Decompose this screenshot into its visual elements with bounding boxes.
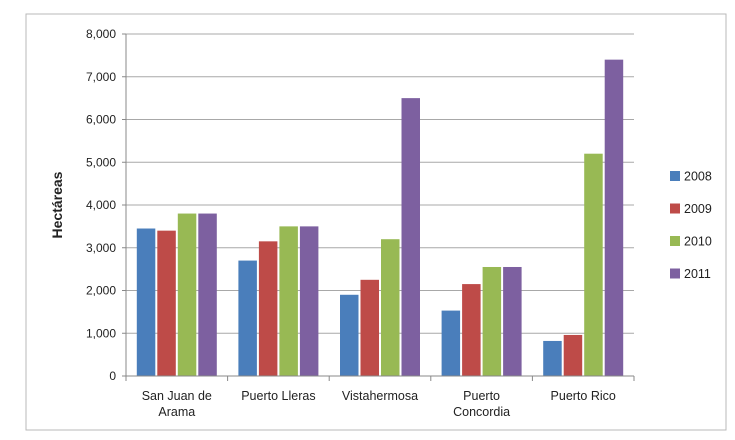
bars (136, 59, 624, 377)
axes (122, 33, 635, 381)
y-tick-label: 8,000 (86, 27, 116, 41)
bar (401, 98, 420, 376)
bar (584, 153, 603, 376)
legend-swatch (670, 236, 680, 246)
legend-swatch (670, 171, 680, 181)
legend-swatch (670, 268, 680, 279)
x-tick-label: Concordia (453, 405, 510, 419)
y-tick-label: 5,000 (86, 155, 116, 169)
bar (381, 239, 400, 376)
y-tick-label: 6,000 (86, 113, 116, 127)
legend-label: 2010 (684, 235, 712, 249)
x-tick-label: Puerto Lleras (241, 389, 315, 403)
bar (198, 213, 217, 376)
bar (604, 59, 624, 377)
y-tick-label: 1,000 (86, 326, 116, 340)
bar (136, 228, 156, 376)
y-tick-label: 7,000 (86, 70, 116, 84)
y-tick-labels: 0 1,000 2,000 3,000 4,000 5,000 6,000 7,000 8,00… (86, 27, 116, 383)
bar (157, 230, 176, 376)
bar (299, 226, 319, 376)
bar (482, 266, 502, 376)
bar (563, 334, 583, 376)
x-tick-label: San Juan de (142, 389, 212, 403)
x-tick-label: Puerto (463, 389, 500, 403)
y-tick-label: 4,000 (86, 198, 116, 212)
bar (503, 266, 522, 376)
bar (340, 294, 359, 376)
x-tick-labels: San Juan de Arama Puerto Lleras Vistahermos… (142, 389, 616, 419)
bar (258, 241, 278, 376)
bar (177, 213, 197, 376)
x-tick-label: Vistahermosa (342, 389, 418, 403)
bar (360, 279, 379, 376)
legend-label: 2009 (684, 202, 712, 216)
bar (462, 284, 481, 376)
x-tick-label: Arama (158, 405, 195, 419)
y-axis-label: Hectáreas (49, 171, 65, 238)
y-tick-label: 0 (109, 369, 116, 383)
x-tick-label: Puerto Rico (551, 389, 616, 403)
bar (238, 260, 257, 376)
bar (543, 340, 562, 376)
y-tick-label: 2,000 (86, 284, 116, 298)
bar (441, 310, 461, 376)
legend-label: 2008 (684, 170, 712, 184)
y-tick-label: 3,000 (86, 241, 116, 255)
legend-swatch (670, 203, 680, 214)
bar (279, 226, 298, 376)
legend-label: 2011 (684, 267, 711, 281)
legend: 2008 2009 2010 2011 (670, 170, 712, 281)
